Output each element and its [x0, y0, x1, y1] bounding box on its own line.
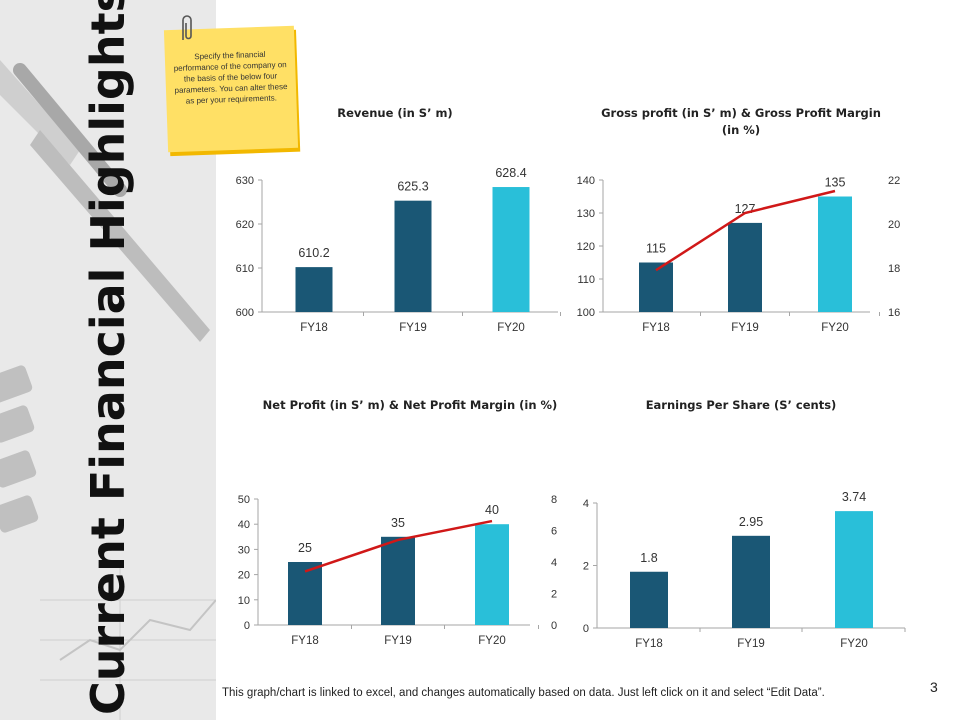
net-profit-y2-tick-label: 8	[551, 494, 557, 506]
revenue-category-label: FY18	[300, 322, 328, 334]
net-profit-bar-fy20	[475, 524, 509, 625]
revenue-y-tick-label: 630	[236, 175, 254, 187]
net-profit-category-label: FY18	[291, 635, 319, 647]
eps-y-tick-label: 4	[583, 498, 589, 510]
net-profit-y2-tick-label: 4	[551, 557, 557, 569]
revenue-y-tick-label: 620	[236, 219, 254, 231]
net-profit-margin-line	[304, 519, 493, 573]
net-profit-chart-title: Net Profit (in S’ m) & Net Profit Margin…	[262, 398, 558, 412]
net-profit-y2-tick-label: 2	[551, 589, 557, 601]
eps-category-label: FY19	[737, 638, 765, 650]
revenue-bar-fy20	[492, 187, 530, 312]
revenue-chart-title: Revenue (in S’ m)	[337, 106, 453, 120]
gross-profit-chart-title: Gross profit (in S’ m) & Gross Profit Ma…	[601, 106, 881, 137]
gross-profit-y-tick-label: 120	[577, 241, 595, 253]
revenue-bar-fy18	[295, 267, 333, 312]
eps-value-label: 2.95	[739, 515, 763, 529]
net-profit-bar-fy19	[381, 536, 415, 625]
gross-profit-y2-tick-label: 20	[888, 219, 900, 231]
net-profit-y-tick-label: 40	[238, 519, 250, 531]
gross-profit-margin-line	[655, 189, 836, 272]
gross-profit-bar-fy18	[639, 262, 673, 312]
gross-profit-category-label: FY19	[731, 322, 759, 334]
eps-y-tick-label: 0	[583, 623, 589, 635]
eps-chart-title: Earnings Per Share (S’ cents)	[645, 398, 837, 412]
net-profit-category-label: FY20	[478, 635, 506, 647]
gross-profit-category-label: FY18	[642, 322, 670, 334]
footer-note: This graph/chart is linked to excel, and…	[222, 687, 825, 699]
gross-profit-y-tick-label: 130	[577, 208, 595, 220]
gross-profit-y-tick-label: 110	[577, 274, 595, 286]
revenue-value-label: 610.2	[298, 246, 329, 260]
gross-profit-value-label: 115	[646, 242, 666, 256]
eps-value-label: 1.8	[640, 551, 657, 565]
revenue-category-label: FY20	[497, 322, 525, 334]
eps-category-label: FY20	[840, 638, 868, 650]
gross-profit-bar-fy20	[818, 196, 852, 312]
paperclip-icon	[182, 15, 192, 40]
net-profit-y2-tick-label: 0	[551, 620, 557, 632]
eps-category-label: FY18	[635, 638, 663, 650]
eps-y-tick-label: 2	[583, 561, 589, 573]
revenue-y-tick-label: 610	[236, 263, 254, 275]
net-profit-y-tick-label: 20	[238, 570, 250, 582]
net-profit-bar-fy18	[288, 562, 322, 625]
net-profit-y2-tick-label: 6	[551, 526, 557, 538]
eps-bar-fy19	[732, 535, 770, 628]
net-profit-y-tick-label: 50	[238, 494, 250, 506]
net-profit-value-label: 35	[391, 516, 405, 530]
gross-profit-y2-tick-label: 18	[888, 263, 900, 275]
net-profit-value-label: 40	[485, 503, 499, 517]
gross-profit-y-tick-label: 140	[577, 175, 595, 187]
gross-profit-y-tick-label: 100	[577, 307, 595, 319]
revenue-value-label: 628.4	[495, 166, 526, 180]
revenue-category-label: FY19	[399, 322, 427, 334]
gross-profit-category-label: FY20	[821, 322, 849, 334]
gross-profit-y2-tick-label: 16	[888, 307, 900, 319]
gross-profit-value-label: 135	[825, 176, 846, 190]
eps-value-label: 3.74	[842, 490, 866, 504]
net-profit-y-tick-label: 10	[238, 595, 250, 607]
eps-bar-fy20	[835, 511, 873, 628]
page-number: 3	[930, 679, 938, 695]
revenue-bar-fy19	[394, 200, 432, 312]
net-profit-value-label: 25	[298, 541, 312, 555]
net-profit-category-label: FY19	[384, 635, 412, 647]
net-profit-y-tick-label: 30	[238, 544, 250, 556]
gross-profit-y2-tick-label: 22	[888, 175, 900, 187]
eps-bar-fy18	[630, 571, 668, 628]
gross-profit-bar-fy19	[728, 222, 762, 312]
revenue-value-label: 625.3	[397, 180, 428, 194]
revenue-y-tick-label: 600	[236, 307, 254, 319]
net-profit-y-tick-label: 0	[244, 620, 250, 632]
